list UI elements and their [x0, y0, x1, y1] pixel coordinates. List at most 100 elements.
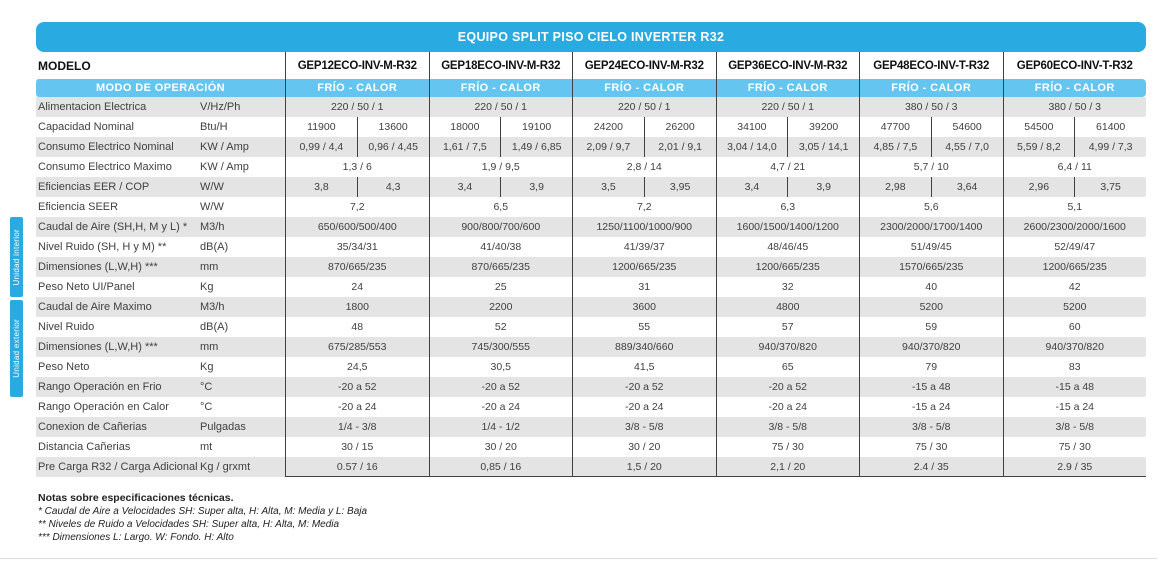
value-cell: 5,1	[1002, 197, 1147, 217]
value-cell: 48/46/45	[715, 237, 860, 257]
row-unit: M3/h	[200, 221, 225, 233]
value-frio: 2,09 / 9,7	[586, 141, 631, 153]
spec-row: Distancia Cañerias mt 30 / 15 30 / 20 30 / 2…	[36, 437, 1146, 457]
spec-row: Eficiencia SEER W/W 7,2 6,5 7,2 6,3 5,6 5,1	[36, 197, 1146, 217]
row-unit: M3/h	[200, 301, 225, 313]
value-cell: 1250/1100/1000/900	[572, 217, 716, 237]
row-label: Pre Carga R32 / Carga Adicional	[38, 461, 198, 473]
value-cell: 4,7 / 21	[715, 157, 860, 177]
sheet-title: EQUIPO SPLIT PISO CIELO INVERTER R32	[457, 30, 725, 44]
value-cell: 47700 54600	[859, 117, 1003, 137]
model-header: GEP24ECO-INV-M-R32	[572, 52, 716, 79]
value-cell: 3,8 4,3	[285, 177, 429, 197]
value-frio: 11900	[307, 121, 336, 133]
value-calor: 2,01 / 9,1	[643, 137, 716, 157]
value-cell: 889/340/660	[572, 337, 716, 357]
value-cell: 2600/2300/2000/1600	[1002, 217, 1147, 237]
spec-row: Dimensiones (L,W,H) *** mm 870/665/235 870/…	[36, 257, 1146, 277]
value-cell: 35/34/31	[285, 237, 429, 257]
mode-header: FRÍO - CALOR	[859, 79, 1003, 97]
model-header-row: MODELO GEP12ECO-INV-M-R32 GEP18ECO-INV-M-…	[36, 52, 1146, 79]
row-label: Caudal de Aire (SH,H, M y L) *	[38, 221, 188, 233]
spec-row: Peso Neto UI/Panel Kg 24 25 31 32 40 42	[36, 277, 1146, 297]
row-unit: dB(A)	[200, 321, 229, 333]
value-cell: 4,85 / 7,5 4,55 / 7,0	[859, 137, 1003, 157]
value-frio: 3,8	[314, 181, 329, 193]
row-label: Caudal de Aire Maximo	[38, 301, 152, 313]
spec-row: Caudal de Aire (SH,H, M y L) * M3/h 650/60…	[36, 217, 1146, 237]
value-cell: -20 a 24	[285, 397, 429, 417]
value-cell: -20 a 52	[572, 377, 716, 397]
mode-row: MODO DE OPERACIÓN FRÍO - CALOR FRÍO - CAL…	[36, 79, 1146, 97]
indoor-unit-side-bar: Unidad interior	[10, 217, 23, 297]
outdoor-unit-side-bar: Unidad exterior	[10, 300, 23, 397]
value-cell: 7,2	[572, 197, 716, 217]
value-cell: 41/40/38	[428, 237, 573, 257]
value-cell: 5200	[1002, 297, 1147, 317]
value-cell: 1,3 / 6	[285, 157, 429, 177]
spec-row: Consumo Electrico Nominal KW / Amp 0,99 / …	[36, 137, 1146, 157]
spec-row: Pre Carga R32 / Carga Adicional Kg / grxm…	[36, 457, 1146, 477]
model-header: GEP12ECO-INV-M-R32	[285, 52, 429, 79]
value-cell: 3,4 3,9	[715, 177, 860, 197]
value-cell: 41/39/37	[572, 237, 716, 257]
row-unit: Kg	[200, 361, 214, 373]
value-cell: 11900 13600	[285, 117, 429, 137]
value-cell: 1570/665/235	[859, 257, 1003, 277]
value-cell: 940/370/820	[715, 337, 860, 357]
spec-rows: Alimentacion Electrica V/Hz/Ph 220 / 50 / …	[36, 97, 1146, 477]
row-label: Dimensiones (L,W,H) ***	[38, 341, 158, 353]
value-cell: 650/600/500/400	[285, 217, 429, 237]
row-unit: Kg / grxmt	[200, 461, 251, 473]
value-cell: 380 / 50 / 3	[859, 97, 1003, 117]
value-cell: 31	[572, 277, 716, 297]
value-cell: 2,98 3,64	[859, 177, 1003, 197]
value-cell: 870/665/235	[428, 257, 573, 277]
value-frio: 54500	[1024, 121, 1054, 133]
value-cell: 1200/665/235	[715, 257, 860, 277]
spec-row: Capacidad Nominal Btu/H 11900 13600 18000 191…	[36, 117, 1146, 137]
value-cell: 1200/665/235	[572, 257, 716, 277]
value-cell: 52/49/47	[1002, 237, 1147, 257]
value-cell: 65	[715, 357, 860, 377]
value-cell: 940/370/820	[1002, 337, 1147, 357]
value-cell: 675/285/553	[285, 337, 429, 357]
value-calor: 3,9	[787, 177, 859, 197]
value-cell: -15 a 24	[859, 397, 1003, 417]
model-header: GEP48ECO-INV-T-R32	[859, 52, 1003, 79]
notes-title: Notas sobre especificaciones técnicas.	[38, 492, 234, 504]
notes: Notas sobre especificaciones técnicas. *…	[38, 492, 367, 544]
value-cell: 24,5	[285, 357, 429, 377]
value-calor: 4,99 / 7,3	[1074, 137, 1146, 157]
value-cell: 2.9 / 35	[1002, 457, 1146, 477]
modelo-label: MODELO	[38, 58, 91, 73]
note-line: * Caudal de Aire a Velocidades SH: Super…	[38, 506, 368, 517]
value-cell: -20 a 52	[428, 377, 573, 397]
value-cell: -15 a 48	[859, 377, 1003, 397]
model-header: GEP18ECO-INV-M-R32	[428, 52, 573, 79]
row-label: Consumo Electrico Maximo	[38, 161, 172, 173]
value-cell: 83	[1002, 357, 1147, 377]
value-cell: 75 / 30	[715, 437, 860, 457]
row-label: Rango Operación en Frio	[38, 381, 162, 393]
value-cell: 75 / 30	[1002, 437, 1147, 457]
value-cell: 34100 39200	[715, 117, 860, 137]
value-cell: 745/300/555	[428, 337, 573, 357]
value-calor: 39200	[787, 117, 859, 137]
value-cell: -15 a 24	[1002, 397, 1147, 417]
value-cell: 79	[859, 357, 1003, 377]
value-calor: 1,49 / 6,85	[500, 137, 572, 157]
value-calor: 4,3	[356, 177, 429, 197]
value-cell: 52	[428, 317, 573, 337]
value-cell: 51/49/45	[859, 237, 1003, 257]
value-cell: 3600	[572, 297, 716, 317]
row-unit: Kg	[200, 281, 214, 293]
row-unit: W/W	[200, 181, 224, 193]
value-cell: 2,09 / 9,7 2,01 / 9,1	[572, 137, 716, 157]
value-frio: 5,59 / 8,2	[1016, 141, 1061, 153]
row-unit: mm	[200, 341, 219, 353]
value-cell: 1,5 / 20	[572, 457, 716, 477]
value-cell: 32	[715, 277, 860, 297]
value-cell: 1,9 / 9,5	[428, 157, 573, 177]
note-line: *** Dimensiones L: Largo. W: Fondo. H: A…	[38, 532, 234, 543]
